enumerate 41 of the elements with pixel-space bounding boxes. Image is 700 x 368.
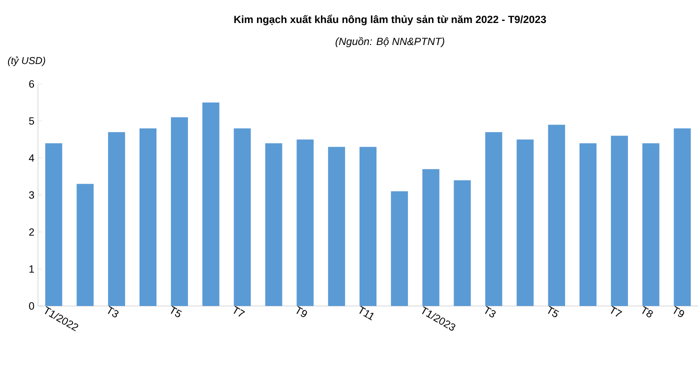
bar <box>76 184 94 306</box>
y-tick-label: 5 <box>29 117 34 125</box>
bar <box>140 128 157 306</box>
y-tick-label: 3 <box>29 191 34 199</box>
y-tick-label: 0 <box>29 302 34 310</box>
bar <box>642 143 660 306</box>
bar <box>674 128 691 306</box>
bar <box>296 140 314 306</box>
bar <box>328 146 346 306</box>
x-tick-label: T5 <box>170 306 182 318</box>
bar <box>45 143 62 306</box>
x-tick-label: T9 <box>296 306 307 318</box>
y-tick-label: 6 <box>29 80 34 88</box>
bar <box>610 136 628 306</box>
y-axis-title: (tỷ USD) <box>8 56 46 66</box>
bar <box>234 128 251 306</box>
bar <box>548 124 566 306</box>
x-tick-label: T3 <box>108 306 119 318</box>
y-tick-label: 2 <box>29 228 34 236</box>
x-tick-label: T8 <box>642 306 653 318</box>
bar <box>516 140 534 306</box>
bar <box>108 132 126 306</box>
x-tick-label: T11 <box>359 306 374 320</box>
bar <box>360 146 377 306</box>
x-tick-label: T9 <box>674 306 684 318</box>
x-tick-label: T3 <box>485 306 496 318</box>
bar <box>422 169 440 306</box>
x-tick-label: T7 <box>234 306 246 317</box>
bar <box>580 143 597 306</box>
y-tick-label: 4 <box>28 154 34 162</box>
bar <box>390 191 408 306</box>
x-tick-label: T7 <box>610 306 622 317</box>
bar <box>202 102 220 306</box>
bar <box>170 117 188 306</box>
bar <box>454 180 471 306</box>
bar <box>485 132 502 306</box>
bar <box>265 143 282 306</box>
x-tick-label: T5 <box>548 306 560 318</box>
y-tick-label: 1 <box>29 265 34 273</box>
chart-subtitle: (Nguồn: Bộ NN&PTNT) <box>336 36 444 48</box>
chart-title: Kim ngạch xuất khẩu nông lâm thủy sản từ năm 2022 - T9/2023 <box>234 14 546 26</box>
